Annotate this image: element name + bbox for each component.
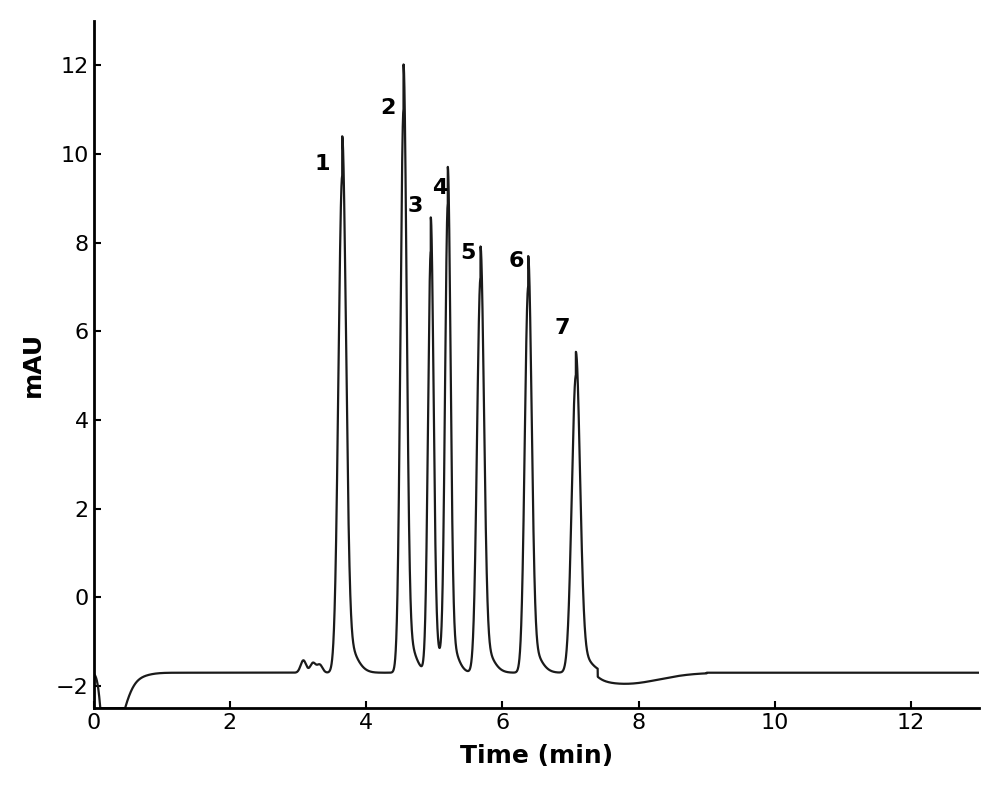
- Text: 4: 4: [432, 178, 447, 198]
- Text: 3: 3: [407, 196, 423, 216]
- Text: 2: 2: [380, 99, 396, 118]
- Y-axis label: mAU: mAU: [21, 332, 45, 397]
- Text: 7: 7: [554, 318, 570, 338]
- Text: 5: 5: [461, 242, 476, 263]
- Text: 1: 1: [314, 154, 330, 174]
- Text: 6: 6: [508, 252, 524, 271]
- X-axis label: Time (min): Time (min): [460, 744, 613, 768]
